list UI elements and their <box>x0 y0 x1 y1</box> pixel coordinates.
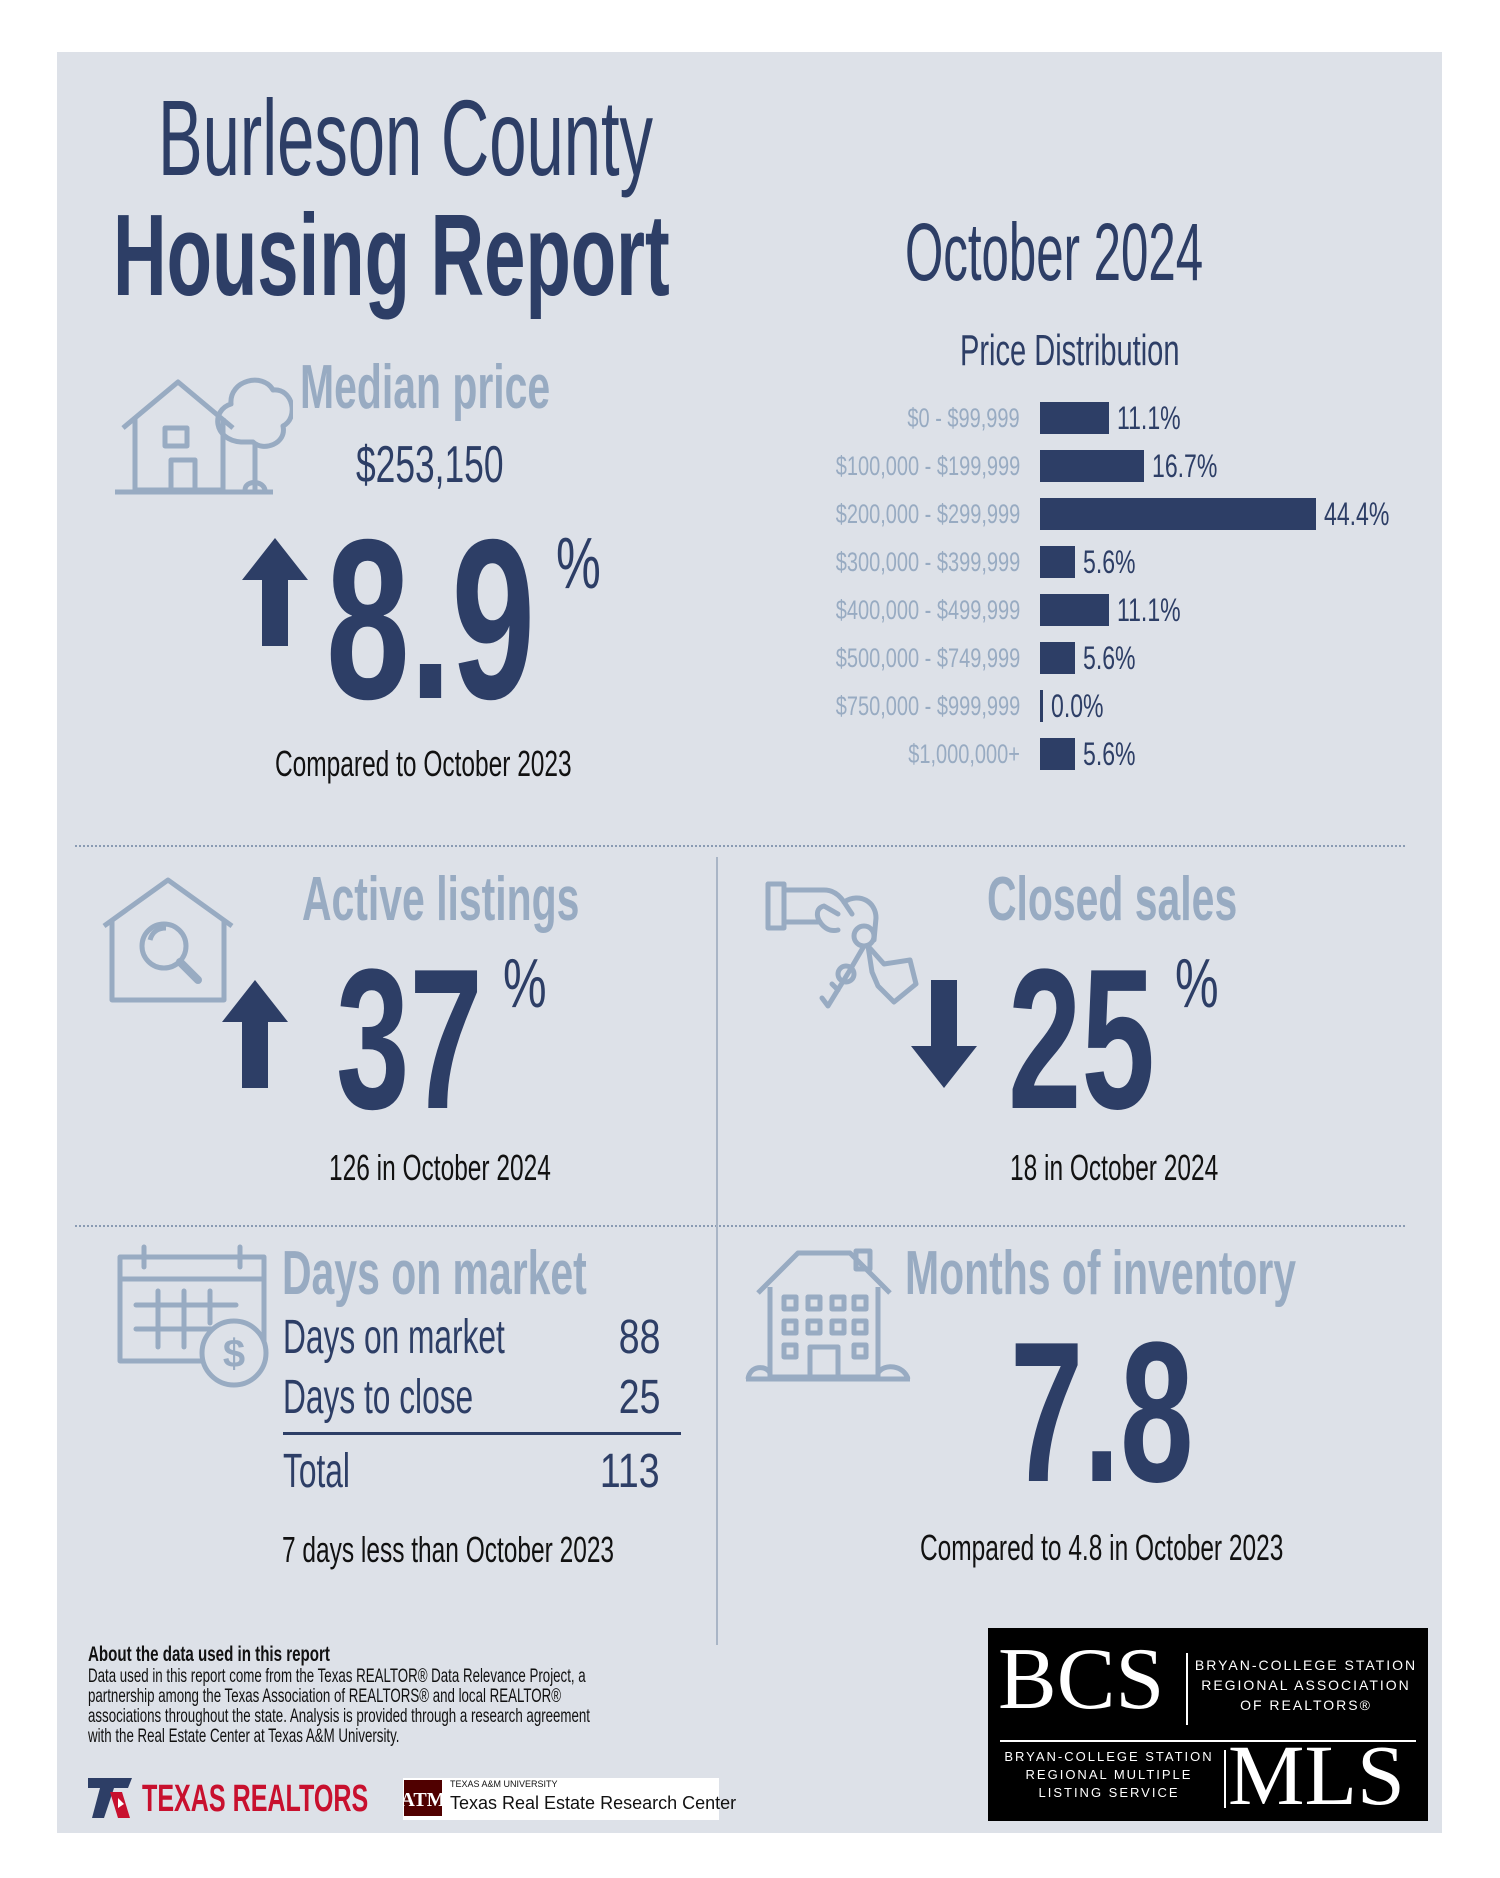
arrow-up-icon <box>242 538 308 646</box>
bar-value-label: 5.6% <box>1083 736 1136 772</box>
bcs-assoc-line1: BRYAN-COLLEGE STATION <box>1194 1657 1418 1673</box>
bar <box>1040 738 1075 770</box>
house-search-icon <box>102 877 234 1003</box>
tamu-university-label: TEXAS A&M UNIVERSITY <box>450 1779 558 1789</box>
bar-value-label: 16.7% <box>1152 448 1218 484</box>
bar-row: $100,000 - $199,999 16.7% <box>760 448 1360 484</box>
divider-row2 <box>75 1225 1405 1227</box>
mls-line3: LISTING SERVICE <box>1038 1785 1180 1800</box>
total-label: Total <box>283 1445 350 1498</box>
bar-category-label: $1,000,000+ <box>908 739 1020 769</box>
closed-sales-heading: Closed sales <box>987 865 1238 934</box>
arrow-down-icon <box>911 980 977 1088</box>
bar-row: $1,000,000+ 5.6% <box>760 736 1360 772</box>
house-tree-icon <box>115 377 293 495</box>
bar-row: $750,000 - $999,999 0.0% <box>760 688 1360 724</box>
active-listings-note: 126 in October 2024 <box>329 1147 551 1188</box>
arrow-up-icon <box>222 980 288 1088</box>
about-line3: associations throughout the state. Analy… <box>88 1706 591 1727</box>
dom-row-label: Days on market <box>283 1311 505 1364</box>
bar-category-label: $300,000 - $399,999 <box>835 547 1020 577</box>
about-line1: Data used in this report come from the T… <box>88 1666 586 1687</box>
bar <box>1040 690 1043 722</box>
tamu-center-label: Texas Real Estate Research Center <box>450 1793 737 1813</box>
bar-category-label: $400,000 - $499,999 <box>835 595 1020 625</box>
price-distribution-heading: Price Distribution <box>960 326 1180 375</box>
median-price-unit: % <box>556 524 601 604</box>
days-on-market-heading: Days on market <box>282 1239 587 1308</box>
bar-row: $500,000 - $749,999 5.6% <box>760 640 1360 676</box>
bcs-mls-logo <box>988 1628 1428 1821</box>
bar <box>1040 594 1109 626</box>
title-line2: Housing Report <box>113 190 670 320</box>
dtc-row-label: Days to close <box>283 1371 474 1424</box>
report-period: October 2024 <box>905 207 1204 298</box>
bar-value-label: 11.1% <box>1117 592 1181 628</box>
bar-category-label: $200,000 - $299,999 <box>835 499 1020 529</box>
bar-value-label: 0.0% <box>1051 688 1104 724</box>
bar-category-label: $0 - $99,999 <box>907 403 1020 433</box>
bar-category-label: $100,000 - $199,999 <box>835 451 1020 481</box>
about-heading: About the data used in this report <box>88 1643 330 1666</box>
divider-row1 <box>75 845 1405 847</box>
active-listings-unit: % <box>503 944 547 1022</box>
dtc-row-value: 25 <box>618 1371 660 1424</box>
total-rule <box>283 1432 681 1435</box>
tamu-logo-icon: ATM <box>404 1780 442 1816</box>
bar-row: $300,000 - $399,999 5.6% <box>760 544 1360 580</box>
closed-sales-unit: % <box>1175 944 1219 1022</box>
bar <box>1040 642 1075 674</box>
report-panel <box>57 52 1442 1833</box>
texas-realtors-wordmark: TEXAS REALTORS <box>142 1778 369 1820</box>
active-listings-change: 37 <box>336 928 483 1151</box>
mls-logo-text: MLS <box>1228 1727 1405 1823</box>
mls-line1: BRYAN-COLLEGE STATION <box>1004 1749 1214 1764</box>
svg-text:ATM: ATM <box>404 1789 442 1811</box>
median-price-value: $253,150 <box>356 436 504 494</box>
bcs-divider <box>1186 1653 1188 1725</box>
bcs-rule <box>1000 1740 1416 1742</box>
bar-value-label: 44.4% <box>1324 496 1390 532</box>
bcs-assoc-line2: REGIONAL ASSOCIATION <box>1201 1677 1411 1693</box>
median-price-heading: Median price <box>300 353 551 422</box>
bar-row: $0 - $99,999 11.1% <box>760 400 1360 436</box>
bar-category-label: $750,000 - $999,999 <box>835 691 1020 721</box>
calendar-dollar-icon: $ <box>117 1244 269 1388</box>
bar <box>1040 546 1075 578</box>
bar-value-label: 5.6% <box>1083 544 1136 580</box>
bar-row: $400,000 - $499,999 11.1% <box>760 592 1360 628</box>
bar <box>1040 402 1109 434</box>
divider-vertical <box>716 857 718 1645</box>
about-line2: partnership among the Texas Association … <box>88 1686 562 1707</box>
hand-keys-icon <box>765 881 919 1009</box>
bar-value-label: 11.1% <box>1117 400 1181 436</box>
bar <box>1040 450 1144 482</box>
bar-value-label: 5.6% <box>1083 640 1136 676</box>
bar-row: $200,000 - $299,999 44.4% <box>760 496 1390 532</box>
tamu-logo-box <box>403 1778 719 1820</box>
texas-realtors-logo-icon <box>88 1778 132 1818</box>
median-price-change: 8.9 <box>326 493 536 747</box>
median-price-comparison: Compared to October 2023 <box>275 743 572 784</box>
about-line4: with the Real Estate Center at Texas A&M… <box>88 1726 400 1747</box>
dom-row-value: 88 <box>618 1311 660 1364</box>
active-listings-heading: Active listings <box>302 865 580 934</box>
months-inventory-note: Compared to 4.8 in October 2023 <box>920 1527 1284 1568</box>
bcs-assoc-line3: OF REALTORS® <box>1240 1697 1372 1713</box>
bcs-logo-text: BCS <box>998 1631 1165 1728</box>
closed-sales-note: 18 in October 2024 <box>1010 1147 1219 1188</box>
total-value: 113 <box>600 1445 660 1498</box>
days-on-market-note: 7 days less than October 2023 <box>282 1529 615 1570</box>
svg-text:$: $ <box>223 1332 245 1376</box>
title-line1: Burleson County <box>158 77 654 198</box>
apartment-building-icon <box>745 1248 911 1382</box>
mls-line2: REGIONAL MULTIPLE <box>1025 1767 1193 1782</box>
closed-sales-change: 25 <box>1008 928 1155 1151</box>
bar-category-label: $500,000 - $749,999 <box>835 643 1020 673</box>
bar <box>1040 498 1316 530</box>
months-inventory-value: 7.8 <box>1010 1301 1194 1524</box>
mls-divider <box>1224 1750 1226 1808</box>
months-inventory-heading: Months of inventory <box>905 1239 1296 1308</box>
